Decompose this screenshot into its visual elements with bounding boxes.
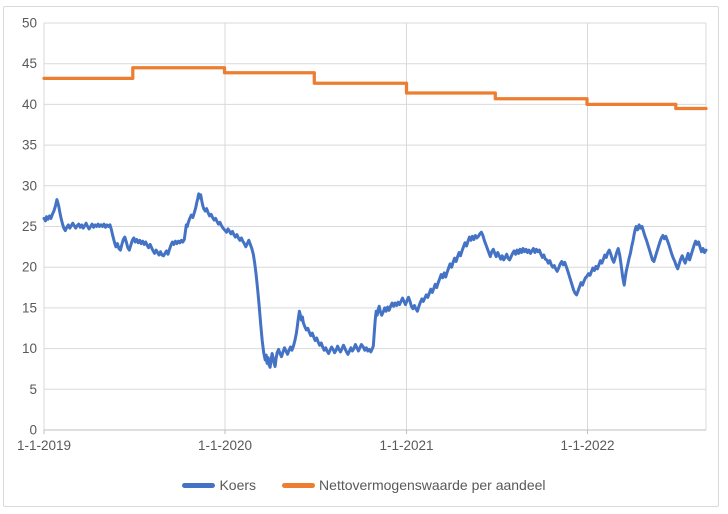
y-tick-label: 40 — [22, 97, 37, 112]
y-tick-label: 10 — [22, 341, 37, 356]
legend-swatch-koers — [182, 482, 216, 488]
y-tick-label: 25 — [22, 219, 37, 234]
legend-item-nav: Nettovermogenswaarde per aandeel — [282, 477, 546, 493]
y-tick-label: 5 — [29, 382, 37, 397]
x-tick-label: 1-1-2021 — [379, 438, 433, 453]
y-tick-label: 35 — [22, 138, 37, 153]
legend-label-koers: Koers — [219, 477, 257, 493]
x-axis-labels: 1-1-2019 1-1-2020 1-1-2021 1-1-2022 — [17, 438, 615, 453]
x-tick-label: 1-1-2022 — [560, 438, 614, 453]
legend-swatch-nav — [282, 482, 316, 488]
y-axis-labels: 0 5 10 15 20 25 30 35 40 45 50 — [22, 16, 37, 438]
y-tick-label: 45 — [22, 56, 37, 71]
y-tick-label: 15 — [22, 300, 37, 315]
y-tick-label: 50 — [22, 16, 37, 31]
x-tick-label: 1-1-2020 — [198, 438, 252, 453]
series-line-nav — [42, 66, 708, 111]
y-gridlines — [44, 22, 706, 390]
chart-frame — [3, 6, 719, 507]
y-tick-label: 30 — [22, 178, 37, 193]
x-tick-label: 1-1-2019 — [17, 438, 71, 453]
legend-item-koers: Koers — [182, 477, 256, 493]
chart-legend: Koers Nettovermogenswaarde per aandeel — [0, 473, 728, 497]
series-line-koers — [42, 192, 708, 369]
legend-label-nav: Nettovermogenswaarde per aandeel — [319, 477, 546, 493]
y-tick-label: 0 — [29, 423, 37, 438]
y-tick-label: 20 — [22, 260, 37, 275]
